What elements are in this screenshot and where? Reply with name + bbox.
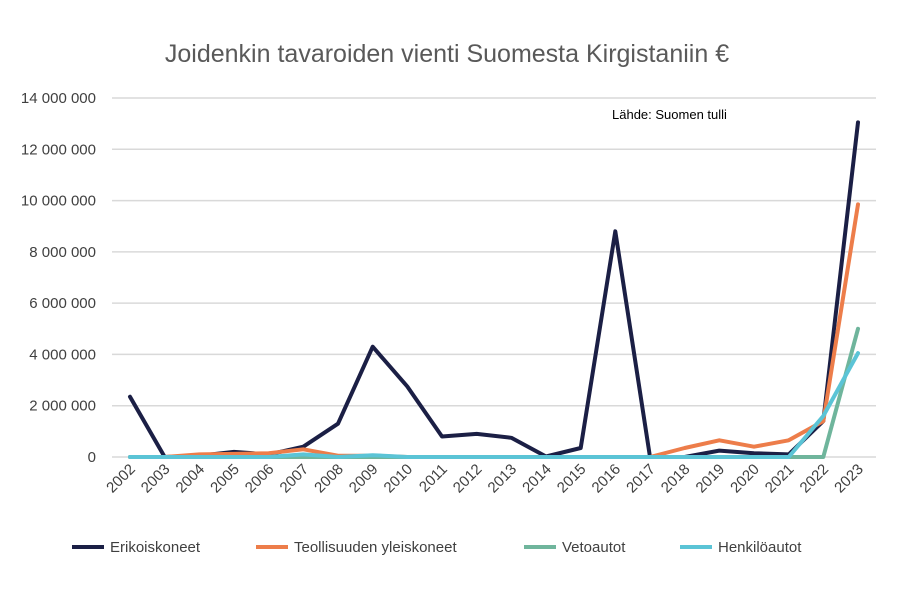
legend-label: Teollisuuden yleiskoneet bbox=[294, 539, 457, 556]
series-line-erikoiskoneet bbox=[128, 120, 860, 459]
y-tick-label: 14 000 000 bbox=[21, 90, 96, 107]
x-tick-label: 2004 bbox=[173, 461, 209, 497]
legend-item: Vetoautot bbox=[524, 539, 626, 556]
x-tick-label: 2002 bbox=[103, 461, 139, 497]
x-tick-label: 2013 bbox=[485, 461, 521, 497]
legend-item: Teollisuuden yleiskoneet bbox=[256, 539, 457, 556]
y-tick-label: 8 000 000 bbox=[29, 244, 96, 261]
x-tick-label: 2009 bbox=[346, 461, 382, 497]
x-tick-label: 2018 bbox=[658, 461, 694, 497]
x-tick-label: 2022 bbox=[797, 461, 833, 497]
x-tick-label: 2007 bbox=[277, 461, 313, 497]
legend-label: Henkilöautot bbox=[718, 539, 802, 556]
legend-item: Erikoiskoneet bbox=[72, 539, 201, 556]
x-tick-label: 2014 bbox=[519, 461, 555, 497]
x-tick-label: 2005 bbox=[207, 461, 243, 497]
x-tick-label: 2021 bbox=[762, 461, 798, 497]
legend-item: Henkilöautot bbox=[680, 539, 802, 556]
x-tick-label: 2012 bbox=[450, 461, 486, 497]
series-line-teollisuuden-yleiskoneet bbox=[128, 202, 860, 459]
x-tick-label: 2016 bbox=[589, 461, 625, 497]
x-tick-label: 2008 bbox=[311, 461, 347, 497]
x-tick-label: 2023 bbox=[831, 461, 867, 497]
y-tick-label: 10 000 000 bbox=[21, 193, 96, 210]
x-tick-label: 2011 bbox=[416, 461, 451, 496]
x-tick-label: 2019 bbox=[693, 461, 729, 497]
legend-label: Erikoiskoneet bbox=[110, 539, 201, 556]
y-tick-label: 2 000 000 bbox=[29, 398, 96, 415]
x-tick-label: 2020 bbox=[727, 461, 763, 497]
y-tick-label: 6 000 000 bbox=[29, 295, 96, 312]
source-annotation: Lähde: Suomen tulli bbox=[612, 107, 727, 122]
x-tick-label: 2006 bbox=[242, 461, 278, 497]
x-tick-label: 2017 bbox=[623, 461, 659, 497]
series-line-henkil-autot bbox=[128, 351, 860, 459]
x-tick-label: 2010 bbox=[381, 461, 417, 497]
y-tick-label: 0 bbox=[88, 449, 96, 466]
y-tick-label: 4 000 000 bbox=[29, 346, 96, 363]
y-tick-label: 12 000 000 bbox=[21, 141, 96, 158]
legend-label: Vetoautot bbox=[562, 539, 626, 556]
chart-title: Joidenkin tavaroiden vienti Suomesta Kir… bbox=[165, 40, 729, 68]
x-tick-label: 2015 bbox=[554, 461, 590, 497]
x-tick-label: 2003 bbox=[138, 461, 174, 497]
